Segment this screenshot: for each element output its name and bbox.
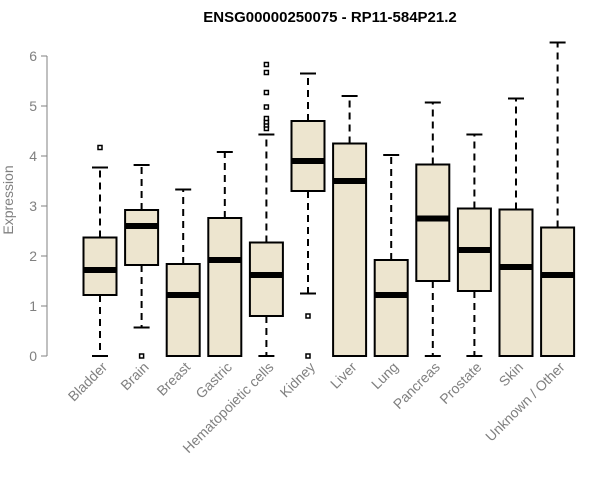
outlier-point bbox=[263, 61, 270, 68]
x-category-label: Prostate bbox=[436, 359, 484, 407]
outlier-point bbox=[97, 144, 103, 151]
outlier-point bbox=[263, 89, 270, 96]
y-tick-label: 4 bbox=[29, 148, 37, 164]
y-axis-label: Expression bbox=[0, 165, 16, 234]
y-tick-label: 3 bbox=[29, 198, 37, 214]
box-group bbox=[415, 101, 451, 357]
x-category-label: Breast bbox=[153, 359, 193, 399]
chart-title: ENSG00000250075 - RP11-584P21.2 bbox=[203, 9, 457, 26]
outlier-point bbox=[263, 69, 270, 76]
x-category-label: Liver bbox=[327, 359, 360, 392]
outlier-point bbox=[305, 313, 311, 319]
x-category-label: Unknown / Other bbox=[482, 359, 568, 445]
box-group bbox=[82, 144, 118, 357]
y-axis: 0 1 2 3 4 5 6 bbox=[29, 48, 48, 364]
iqr-box bbox=[82, 236, 118, 296]
box-group bbox=[456, 133, 492, 357]
iqr-box bbox=[540, 226, 576, 357]
box-group bbox=[248, 61, 284, 357]
iqr-box bbox=[124, 209, 160, 266]
box-group bbox=[165, 188, 201, 357]
x-category-label: Skin bbox=[496, 359, 527, 390]
iqr-box bbox=[207, 217, 243, 357]
outlier-point bbox=[263, 115, 270, 122]
x-category-label: Brain bbox=[117, 359, 151, 393]
box-group bbox=[373, 154, 409, 357]
outlier-point bbox=[305, 353, 311, 359]
iqr-box bbox=[415, 163, 451, 282]
x-category-label: Bladder bbox=[65, 359, 111, 405]
x-category-label: Kidney bbox=[277, 359, 319, 401]
outlier-point bbox=[138, 353, 145, 359]
box-group bbox=[124, 164, 160, 359]
iqr-box bbox=[248, 241, 284, 317]
y-tick-label: 5 bbox=[29, 98, 37, 114]
iqr-box bbox=[498, 208, 534, 357]
y-tick-label: 1 bbox=[29, 298, 37, 314]
box-group bbox=[540, 41, 576, 357]
x-category-label: Lung bbox=[368, 359, 401, 392]
box-group bbox=[332, 95, 368, 357]
boxes bbox=[82, 41, 576, 359]
outlier-point bbox=[263, 104, 270, 110]
iqr-box bbox=[373, 259, 409, 357]
box-group bbox=[498, 97, 534, 357]
iqr-box bbox=[165, 263, 201, 357]
box-group bbox=[290, 72, 326, 359]
y-tick-label: 2 bbox=[29, 248, 37, 264]
box-group bbox=[207, 151, 243, 357]
iqr-box bbox=[332, 142, 368, 357]
iqr-box bbox=[290, 120, 326, 192]
y-tick-label: 6 bbox=[29, 48, 37, 64]
y-tick-label: 0 bbox=[29, 348, 37, 364]
